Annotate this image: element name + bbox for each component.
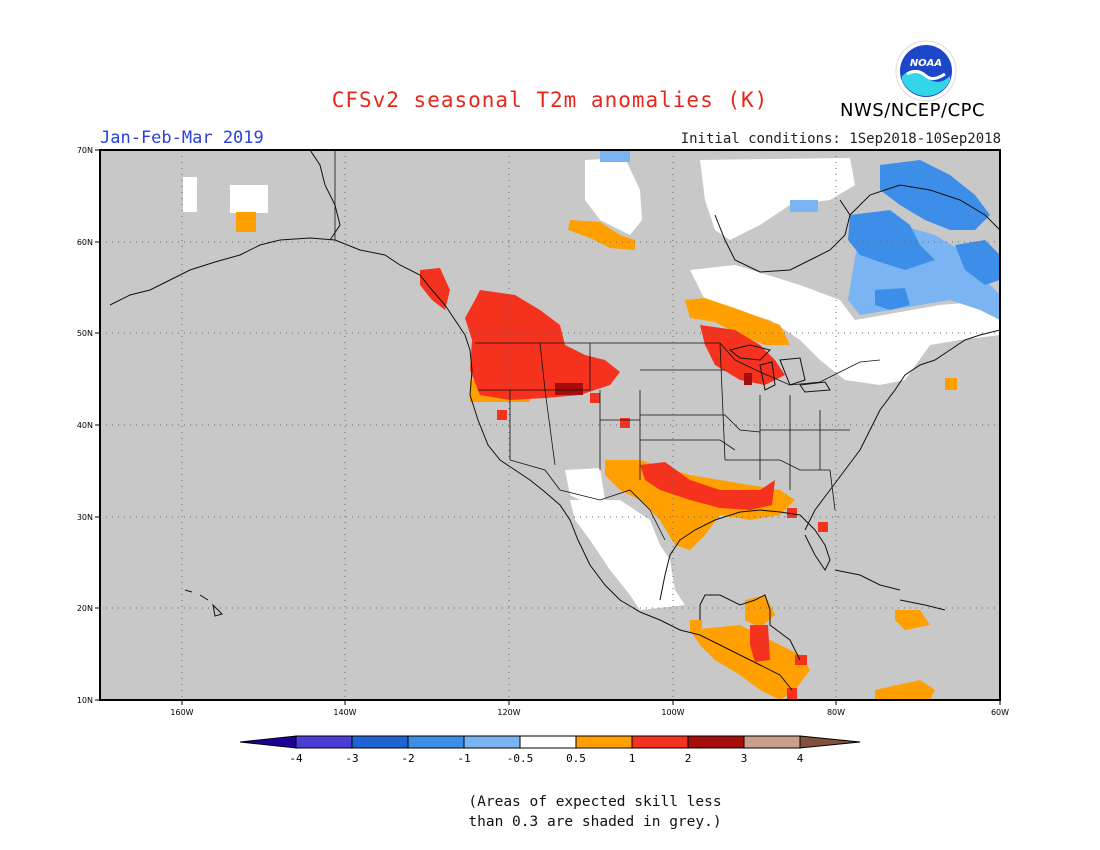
colorbar-bin	[519, 735, 577, 749]
lon-label: 160W	[170, 708, 193, 717]
footnote-line: than 0.3 are shaded in grey.)	[468, 814, 722, 830]
colorbar-label: -2	[401, 752, 414, 765]
noaa-logo: NOAA	[895, 40, 957, 102]
lon-label: 80W	[827, 708, 845, 717]
svg-text:NOAA: NOAA	[910, 58, 942, 69]
lat-label: 40N	[77, 421, 93, 430]
lat-label: 10N	[77, 696, 93, 705]
anomaly-shading-dark-red	[555, 373, 752, 395]
colorbar-label: 4	[797, 752, 804, 765]
initial-conditions: Initial conditions: 1Sep2018-10Sep2018	[680, 131, 1001, 147]
lon-label: 100W	[661, 708, 684, 717]
forecast-period: Jan-Feb-Mar 2019	[100, 128, 264, 148]
great-lakes	[728, 344, 831, 393]
colorbar-bin	[743, 735, 801, 749]
colorbar-label: 0.5	[566, 752, 586, 765]
lat-label: 50N	[77, 329, 93, 338]
colorbar-bin	[631, 735, 689, 749]
colorbar-arrow-low	[239, 735, 297, 749]
coastlines	[109, 150, 1000, 691]
lat-label: 60N	[77, 238, 93, 247]
footnote-line: (Areas of expected skill less	[468, 794, 722, 810]
lat-label: 20N	[77, 604, 93, 613]
political-borders	[334, 150, 881, 541]
agency-label: NWS/NCEP/CPC	[840, 100, 986, 121]
graticule	[100, 150, 1000, 700]
colorbar-bin	[575, 735, 633, 749]
colorbar-label: 3	[741, 752, 748, 765]
colorbar	[239, 735, 861, 749]
lon-label: 140W	[333, 708, 356, 717]
colorbar-label: -1	[457, 752, 470, 765]
axis-ticks	[95, 149, 1001, 705]
colorbar-bin	[407, 735, 465, 749]
colorbar-label: -4	[289, 752, 303, 765]
colorbar-label: 2	[685, 752, 692, 765]
colorbar-bin	[351, 735, 409, 749]
anomaly-shading-white	[183, 158, 1000, 610]
colorbar-bin	[463, 735, 521, 749]
colorbar-label: -0.5	[507, 752, 534, 765]
colorbar-bin	[295, 735, 353, 749]
lat-label: 70N	[77, 146, 93, 155]
colorbar-label: -3	[345, 752, 358, 765]
colorbar-bin	[687, 735, 745, 749]
lat-label: 30N	[77, 513, 93, 522]
skill-footnote: (Areas of expected skill less than 0.3 a…	[400, 792, 790, 832]
colorbar-arrow-high	[799, 735, 861, 749]
lon-label: 120W	[497, 708, 520, 717]
anomaly-shading-blue	[848, 160, 1000, 310]
map-title: CFSv2 seasonal T2m anomalies (K)	[331, 88, 769, 112]
anomaly-shading-red	[420, 268, 828, 700]
colorbar-label: 1	[629, 752, 636, 765]
lon-label: 60W	[991, 708, 1009, 717]
